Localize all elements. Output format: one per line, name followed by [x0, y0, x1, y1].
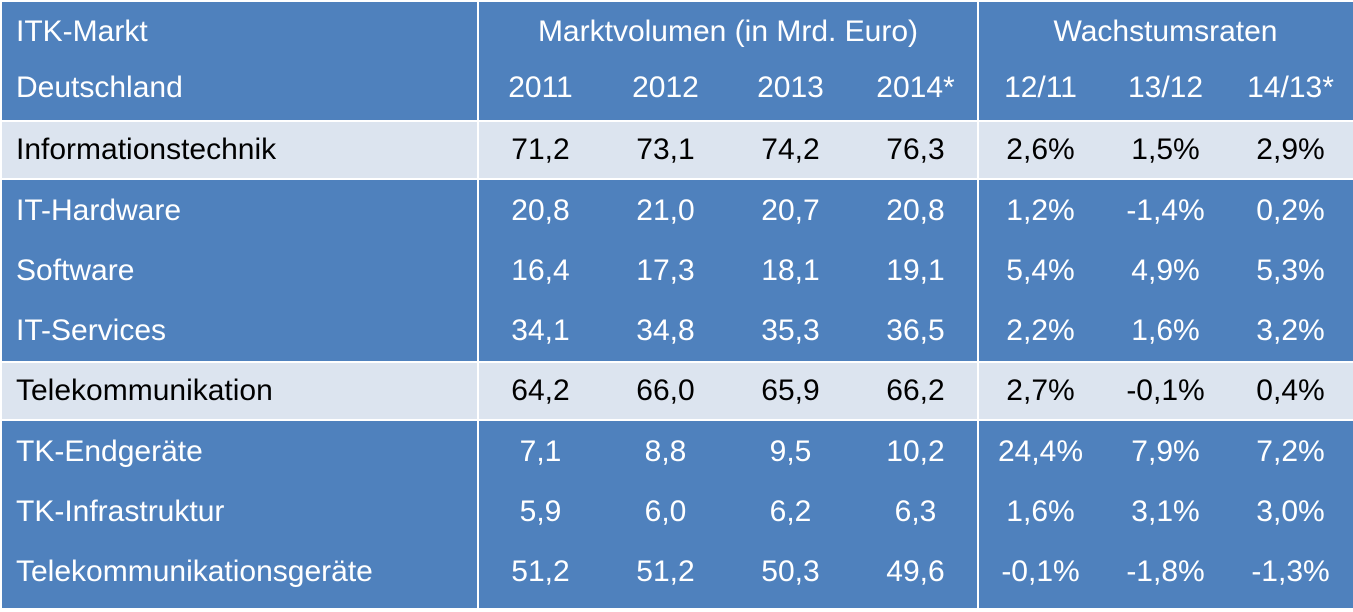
header-year-2014: 2014*: [876, 71, 955, 104]
market-volume-cell: 9,5: [769, 434, 812, 468]
market-volume-cell: 49,6: [886, 555, 945, 588]
growth-rate-cell: -1,8%: [1126, 555, 1205, 588]
market-volume-cell: 7,1: [519, 434, 562, 468]
header-year-2013: 2013: [757, 71, 824, 104]
row-label: TK-Infrastruktur: [16, 495, 225, 528]
growth-rate-cell: 2,2%: [1006, 314, 1075, 347]
growth-rate-cell: -0,1%: [1126, 374, 1205, 407]
growth-rate-cell: 7,2%: [1256, 434, 1325, 468]
row-label: IT-Hardware: [16, 193, 182, 227]
header-year-2011: 2011: [508, 71, 573, 104]
header-growth-14-13: 14/13*: [1247, 71, 1334, 104]
row-divider: [2, 361, 1353, 363]
growth-rate-cell: 4,9%: [1131, 254, 1200, 287]
market-volume-cell: 20,8: [511, 193, 570, 227]
market-volume-cell: 18,1: [761, 254, 820, 287]
table-row: Software 16,4 17,3 18,1 19,1 5,4% 4,9% 5,3%: [2, 241, 1353, 301]
table-row: Telekommunikation 64,2 66,0 65,9 66,2 2,7% -0,…: [2, 361, 1353, 421]
header-growth-13-12: 13/12: [1127, 71, 1204, 104]
header-corner-line2: Deutschland: [16, 71, 183, 104]
column-divider-label: [477, 2, 479, 608]
growth-rate-cell: -1,4%: [1126, 193, 1205, 227]
growth-rate-cell: 24,4%: [997, 434, 1084, 468]
growth-rate-cell: 2,7%: [1006, 374, 1075, 407]
header-row-1: ITK-Markt Marktvolumen (in Mrd. Euro) Wa…: [2, 2, 1353, 62]
header-growth-rates: Wachstumsraten: [1053, 15, 1278, 48]
market-volume-cell: 50,3: [761, 555, 820, 588]
growth-rate-cell: 2,9%: [1256, 133, 1325, 166]
market-volume-cell: 21,0: [636, 193, 695, 227]
growth-rate-cell: -1,3%: [1251, 555, 1330, 588]
growth-rate-cell: 5,3%: [1256, 254, 1325, 287]
growth-rate-cell: 0,4%: [1256, 374, 1325, 407]
market-volume-cell: 35,3: [761, 314, 820, 347]
table-row: TK-Infrastruktur 5,9 6,0 6,2 6,3 1,6% 3,1% 3,0%: [2, 482, 1353, 542]
market-volume-cell: 64,2: [511, 374, 570, 407]
growth-rate-cell: 1,6%: [1131, 314, 1200, 347]
market-volume-cell: 73,1: [636, 133, 695, 166]
column-divider-growth: [977, 2, 979, 608]
row-divider: [2, 120, 1353, 122]
market-volume-cell: 65,9: [761, 374, 820, 407]
market-volume-cell: 66,2: [886, 374, 945, 407]
growth-rate-cell: 1,2%: [1006, 193, 1075, 227]
row-divider: [2, 419, 1353, 421]
growth-rate-cell: 0,2%: [1256, 193, 1325, 227]
market-volume-cell: 10,2: [886, 434, 945, 468]
market-volume-cell: 36,5: [886, 314, 945, 347]
growth-rate-cell: 1,5%: [1131, 133, 1200, 166]
market-volume-cell: 6,3: [894, 495, 937, 528]
market-volume-cell: 6,0: [644, 495, 687, 528]
growth-rate-cell: 2,6%: [1006, 133, 1075, 166]
growth-rate-cell: 5,4%: [1006, 254, 1075, 287]
table-row: Telekommunikationsgeräte 51,2 51,2 50,3 49,6…: [2, 542, 1353, 602]
market-volume-cell: 20,8: [886, 193, 945, 227]
table-row: Informationstechnik 71,2 73,1 74,2 76,3 2,6% 1…: [2, 120, 1353, 180]
header-row-2: Deutschland 2011 2012 2013 2014* 12/11 1…: [2, 58, 1353, 118]
growth-rate-cell: -0,1%: [1001, 555, 1080, 588]
row-label: IT-Services: [16, 314, 167, 347]
row-label: Telekommunikationsgeräte: [16, 555, 373, 588]
row-label: Software: [16, 254, 135, 287]
row-divider: [2, 178, 1353, 180]
market-volume-cell: 66,0: [636, 374, 695, 407]
market-volume-cell: 16,4: [511, 254, 570, 287]
market-volume-cell: 76,3: [886, 133, 945, 166]
market-volume-cell: 34,8: [636, 314, 695, 347]
header-corner-line1: ITK-Markt: [16, 15, 148, 48]
market-volume-cell: 19,1: [886, 254, 945, 287]
header-growth-12-11: 12/11: [1004, 71, 1077, 104]
table-row: IT-Services 34,1 34,8 35,3 36,5 2,2% 1,6% 3,2%: [2, 301, 1353, 361]
row-label: TK-Endgeräte: [16, 434, 203, 468]
market-volume-cell: 71,2: [511, 133, 570, 166]
market-volume-cell: 6,2: [769, 495, 812, 528]
growth-rate-cell: 1,6%: [1006, 495, 1075, 528]
market-volume-cell: 51,2: [511, 555, 570, 588]
header-year-2012: 2012: [632, 71, 699, 104]
market-volume-cell: 8,8: [644, 434, 687, 468]
row-label: Telekommunikation: [16, 374, 273, 407]
table-row: TK-Endgeräte 7,1 8,8 9,5 10,2 24,4% 7,9% 7,2%: [2, 421, 1353, 482]
growth-rate-cell: 7,9%: [1131, 434, 1200, 468]
table-row: IT-Hardware 20,8 21,0 20,7 20,8 1,2% -1,4% 0,2%: [2, 180, 1353, 241]
header-market-volume: Marktvolumen (in Mrd. Euro): [537, 15, 919, 48]
growth-rate-cell: 3,2%: [1256, 314, 1325, 347]
market-volume-cell: 34,1: [511, 314, 570, 347]
market-volume-cell: 17,3: [636, 254, 695, 287]
growth-rate-cell: 3,1%: [1131, 495, 1200, 528]
row-label: Informationstechnik: [16, 133, 277, 166]
market-volume-cell: 20,7: [761, 193, 820, 227]
market-volume-cell: 74,2: [761, 133, 820, 166]
growth-rate-cell: 3,0%: [1256, 495, 1325, 528]
market-volume-cell: 51,2: [636, 555, 695, 588]
market-volume-cell: 5,9: [519, 495, 562, 528]
